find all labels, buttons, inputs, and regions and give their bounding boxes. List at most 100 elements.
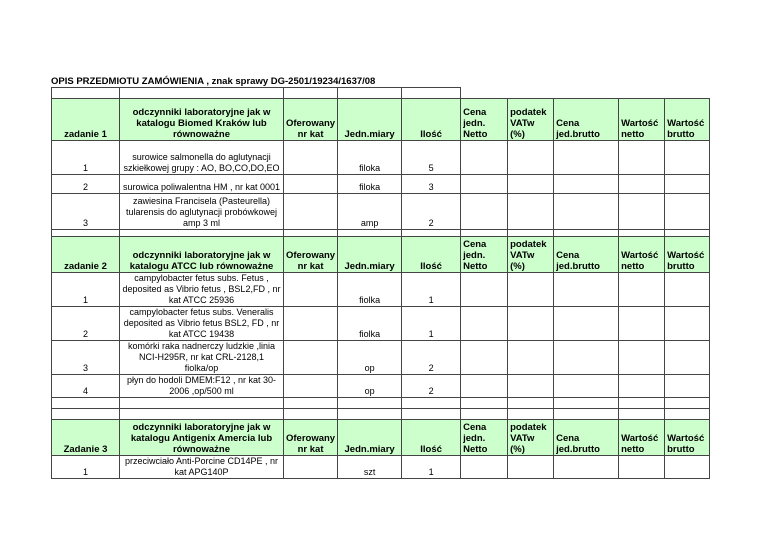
price-cell <box>460 340 509 375</box>
empty-cell <box>664 408 711 420</box>
price-cell <box>618 306 666 341</box>
item-name: campylobacter fetus subs. Veneralis depo… <box>119 306 284 341</box>
item-name: surowica poliwalentna HM , nr kat 0001 <box>119 174 284 194</box>
section-label: Zadanie 3 <box>51 419 120 456</box>
item-number: 1 <box>51 272 120 307</box>
price-cell <box>553 193 620 230</box>
price-cell <box>507 306 555 341</box>
price-cell <box>553 272 620 307</box>
price-cell <box>618 140 666 175</box>
price-cell <box>553 340 620 375</box>
empty-cell <box>618 397 666 409</box>
item-qty: 1 <box>401 306 462 341</box>
table-row: 1 przeciwciało Anti-Porcine CD14PE , nr k… <box>51 455 711 479</box>
empty-cell <box>618 229 666 237</box>
header-price-column: Cena jedn. Netto <box>460 98 509 141</box>
empty-cell <box>460 87 508 99</box>
section-header-row: Zadanie 3 odczynniki laboratoryjne jak w … <box>51 419 711 456</box>
empty-cell <box>119 87 284 99</box>
empty-cell <box>401 397 462 409</box>
empty-cell <box>553 397 620 409</box>
catalog-number-cell <box>282 340 339 375</box>
item-number: 3 <box>51 340 120 375</box>
empty-cell <box>282 397 339 409</box>
price-cell <box>553 174 620 194</box>
price-cell <box>460 306 509 341</box>
empty-cell <box>119 229 284 237</box>
item-qty: 2 <box>401 193 462 230</box>
empty-cell <box>119 397 284 409</box>
empty-cell <box>553 408 620 420</box>
section-description: odczynniki laboratoryjne jak w katalogu … <box>119 98 284 141</box>
header-price-column: podatek VATw (%) <box>507 236 555 273</box>
price-cell <box>618 174 666 194</box>
header-qty: Ilość <box>401 236 462 273</box>
empty-cell <box>337 87 403 99</box>
section-description: odczynniki laboratoryjne jak w katalogu … <box>119 419 284 456</box>
price-cell <box>618 193 666 230</box>
item-qty: 3 <box>401 174 462 194</box>
header-unit: Jedn.miary <box>337 98 403 141</box>
section-label: zadanie 1 <box>51 98 120 141</box>
header-unit: Jedn.miary <box>337 419 403 456</box>
blank-row <box>51 229 711 237</box>
blank-row <box>51 87 710 99</box>
item-unit: filoka <box>337 174 403 194</box>
empty-cell <box>282 87 339 99</box>
price-cell <box>664 306 711 341</box>
price-cell <box>618 374 666 398</box>
table-row: 2 campylobacter fetus subs. Veneralis dep… <box>51 306 711 341</box>
document-title: OPIS PRZEDMIOTU ZAMÓWIENIA , znak sprawy… <box>51 76 376 87</box>
header-price-column: podatek VATw (%) <box>507 98 555 141</box>
item-name: zawiesina Francisela (Pasteurella) tular… <box>119 193 284 230</box>
table-row: 1 surowice salmonella do aglutynacji szki… <box>51 140 711 175</box>
empty-cell <box>51 87 120 99</box>
empty-cell <box>664 397 711 409</box>
empty-cell <box>618 87 665 99</box>
item-unit: fiolka <box>337 306 403 341</box>
price-cell <box>460 374 509 398</box>
empty-cell <box>51 229 120 237</box>
item-qty: 2 <box>401 340 462 375</box>
empty-cell <box>460 408 509 420</box>
empty-cell <box>401 87 462 99</box>
catalog-number-cell <box>282 272 339 307</box>
header-catalog: Oferowany nr kat <box>282 98 339 141</box>
item-name: komórki raka nadnerczy ludzkie ,linia NC… <box>119 340 284 375</box>
price-cell <box>664 340 711 375</box>
header-price-column: Cena jed.brutto <box>553 419 620 456</box>
empty-cell <box>119 408 284 420</box>
price-cell <box>664 455 711 479</box>
price-cell <box>507 374 555 398</box>
price-cell <box>460 140 509 175</box>
catalog-number-cell <box>282 455 339 479</box>
empty-cell <box>618 408 666 420</box>
empty-cell <box>553 229 620 237</box>
price-cell <box>460 272 509 307</box>
item-unit: amp <box>337 193 403 230</box>
price-cell <box>507 272 555 307</box>
item-number: 4 <box>51 374 120 398</box>
price-cell <box>664 140 711 175</box>
item-number: 1 <box>51 140 120 175</box>
section-header-row: zadanie 1 odczynniki laboratoryjne jak w … <box>51 98 711 141</box>
price-cell <box>460 174 509 194</box>
empty-cell <box>337 397 403 409</box>
catalog-number-cell <box>282 306 339 341</box>
header-price-column: Wartość netto <box>618 98 666 141</box>
empty-cell <box>51 408 120 420</box>
price-cell <box>553 140 620 175</box>
header-price-column: Cena jedn. Netto <box>460 419 509 456</box>
item-number: 3 <box>51 193 120 230</box>
price-cell <box>618 340 666 375</box>
catalog-number-cell <box>282 374 339 398</box>
section-header-row: zadanie 2 odczynniki laboratoryjne jak w … <box>51 236 711 273</box>
item-name: campylobacter fetus subs. Fetus , deposi… <box>119 272 284 307</box>
header-price-column: Cena jed.brutto <box>553 236 620 273</box>
table-row: 1 campylobacter fetus subs. Fetus , depos… <box>51 272 711 307</box>
price-cell <box>507 455 555 479</box>
price-cell <box>664 272 711 307</box>
header-price-column: podatek VATw (%) <box>507 419 555 456</box>
catalog-number-cell <box>282 193 339 230</box>
item-name: płyn do hodoli DMEM:F12 , nr kat 30-2006… <box>119 374 284 398</box>
